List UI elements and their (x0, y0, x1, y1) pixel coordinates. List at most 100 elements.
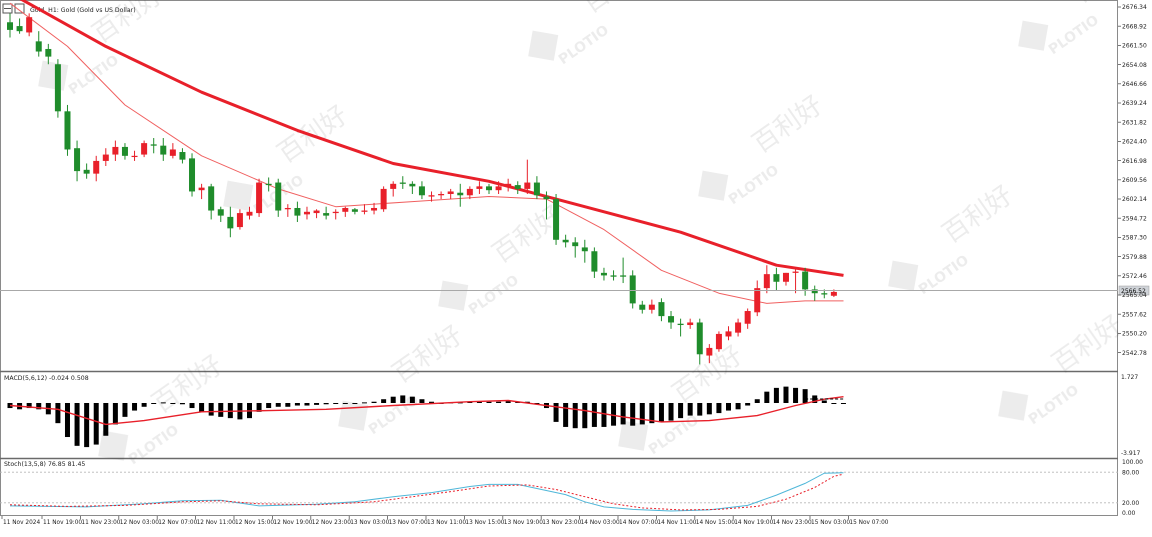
macd-bar (802, 389, 808, 403)
time-tick-label: 14 Nov 23:00 (773, 520, 812, 526)
candle-body (361, 210, 368, 212)
candle-body (198, 187, 205, 191)
time-tick-label: 12 Nov 23:00 (312, 520, 351, 526)
macd-bar (189, 403, 195, 409)
price-tick-label: 2587.30 (1122, 235, 1147, 242)
price-tick-label: 2631.82 (1122, 119, 1147, 126)
macd-bar (256, 403, 262, 412)
candle-body (150, 144, 157, 146)
candle-body (821, 293, 828, 295)
stoch-level-label: 20.00 (1122, 500, 1139, 507)
price-tick-label: 2654.08 (1122, 62, 1147, 69)
candle-body (418, 186, 425, 196)
macd-bar (658, 403, 664, 422)
candle-body (74, 148, 81, 172)
macd-bar (314, 403, 320, 405)
candle-body (830, 291, 837, 296)
watermark-logo (528, 30, 559, 61)
stoch-lines (9, 472, 844, 512)
candle-body (610, 275, 617, 277)
macd-indicator-title: MACD(5,6,12) -0.024 0.508 (4, 375, 89, 382)
candle-body (399, 182, 406, 184)
candle-body (744, 311, 751, 324)
candle-body (677, 323, 684, 326)
candle-body (26, 17, 33, 33)
time-tick-label: 13 Nov 15:00 (465, 520, 504, 526)
macd-bar (409, 396, 415, 403)
macd-bar (55, 403, 61, 424)
candle-body (581, 247, 588, 252)
candle-body (457, 192, 464, 196)
macd-bar (726, 403, 731, 411)
macd-bar (840, 403, 846, 404)
macd-bar (112, 403, 118, 425)
candle-body (332, 211, 339, 214)
candle-body (131, 155, 138, 158)
time-tick-label: 12 Nov 15:00 (235, 520, 274, 526)
candle-body (600, 272, 607, 276)
current-price-label: 2566.52 (1121, 288, 1146, 295)
candle-body (591, 251, 598, 272)
time-tick-label: 13 Nov 03:00 (350, 520, 389, 526)
time-tick-label: 11 Nov 23:00 (81, 520, 120, 526)
macd-bar (132, 403, 138, 411)
candle-body (208, 186, 215, 211)
time-tick-label: 15 Nov 03:00 (811, 520, 850, 526)
macd-bar (361, 402, 367, 404)
chart-window-icon[interactable] (14, 3, 25, 14)
macd-bar (601, 403, 607, 427)
candle-body (735, 322, 742, 333)
candle-body (572, 242, 579, 247)
macd-bar (639, 403, 645, 425)
macd-bar (304, 403, 310, 406)
candle-body (303, 211, 310, 215)
candle-body (16, 26, 23, 32)
candlestick-series (7, 13, 837, 365)
candle-body (486, 186, 492, 191)
candle-body (246, 211, 253, 216)
price-tick-label: 2624.40 (1122, 139, 1147, 146)
candle-body (227, 216, 234, 229)
time-tick-label: 13 Nov 07:00 (389, 520, 428, 526)
macd-bar (74, 403, 80, 446)
time-tick-label: 14 Nov 15:00 (696, 520, 735, 526)
macd-bar (227, 403, 233, 419)
watermark-logo (438, 280, 469, 311)
price-tick-label: 2646.66 (1122, 81, 1147, 88)
candle-body (754, 288, 761, 313)
macd-bar (199, 403, 205, 412)
price-tick-label: 2557.62 (1122, 311, 1147, 318)
macd-bar (812, 395, 818, 403)
macd-bar (486, 401, 492, 403)
macd-bar (352, 403, 358, 404)
candle-body (102, 154, 109, 161)
candle-body (275, 182, 282, 211)
chart-header: Gold, H1: Gold (Gold vs US Dollar) (2, 3, 136, 14)
candle-body (696, 322, 703, 355)
candle-body (236, 213, 243, 228)
stoch-level-label: 0.00 (1122, 510, 1136, 517)
candle-body (438, 193, 445, 196)
macd-bar (400, 395, 406, 403)
candle-body (409, 183, 416, 187)
candle-body (112, 146, 119, 155)
candle-body (121, 146, 128, 156)
stoch-indicator-title: Stoch(13,5,8) 76.85 81.45 (4, 461, 85, 468)
macd-bar (591, 403, 597, 427)
macd-bar (170, 403, 176, 404)
candle-body (169, 149, 176, 156)
candle-body (93, 160, 100, 174)
macd-bar (323, 403, 329, 405)
candle-body (553, 199, 560, 240)
macd-bar (735, 403, 741, 410)
macd-bar (582, 403, 588, 429)
price-tick-label: 2661.50 (1122, 43, 1147, 50)
candle-body (802, 271, 809, 290)
macd-bar (26, 403, 32, 409)
macd-bar (505, 401, 511, 403)
macd-bar (103, 403, 109, 436)
current-price-tag: 2566.52 (1118, 285, 1150, 296)
time-tick-label: 12 Nov 19:00 (273, 520, 312, 526)
macd-bar (773, 387, 779, 403)
